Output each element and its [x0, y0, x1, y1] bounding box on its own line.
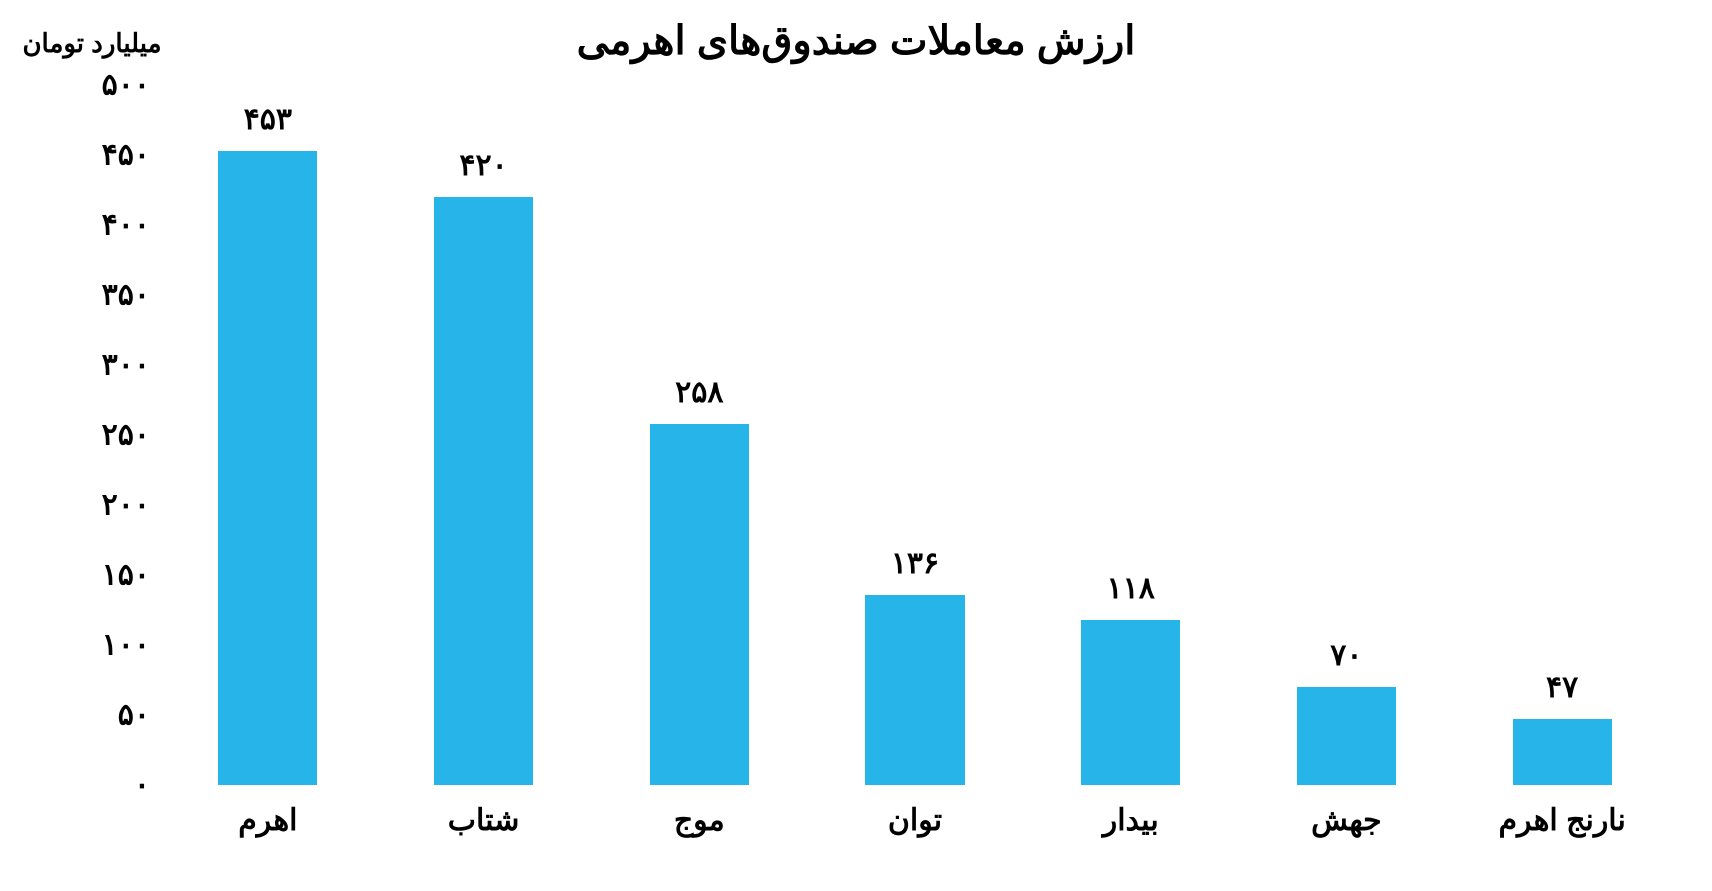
bar-value-label: ۲۵۸: [675, 375, 723, 410]
x-tick: توان: [888, 803, 942, 838]
y-tick: ۴۰۰: [102, 208, 160, 243]
bar: ۱۳۶: [865, 595, 964, 785]
x-tick: موج: [674, 803, 725, 838]
x-tick: بیدار: [1103, 803, 1159, 838]
bar-value-label: ۷۰: [1330, 638, 1362, 673]
bar-value-label: ۴۲۰: [459, 148, 507, 183]
y-tick: ۰: [134, 768, 160, 803]
y-tick: ۲۰۰: [102, 488, 160, 523]
y-tick: ۲۵۰: [102, 418, 160, 453]
bar-value-label: ۱۱۸: [1107, 571, 1155, 606]
bar-value-label: ۴۷: [1546, 670, 1578, 705]
y-tick: ۳۰۰: [102, 348, 160, 383]
bar-value-label: ۴۵۳: [244, 102, 292, 137]
bar: ۴۲۰: [434, 197, 533, 785]
y-tick: ۵۰: [118, 698, 160, 733]
x-tick: جهش: [1311, 803, 1382, 838]
y-tick: ۵۰۰: [102, 68, 160, 103]
bar: ۲۵۸: [650, 424, 749, 785]
x-tick: اهرم: [238, 803, 297, 838]
x-tick: نارنج اهرم: [1498, 803, 1625, 838]
y-tick: ۳۵۰: [102, 278, 160, 313]
bar: ۱۱۸: [1081, 620, 1180, 785]
bar: ۷۰: [1297, 687, 1396, 785]
chart-title: ارزش معاملات صندوق‌های اهرمی: [0, 18, 1712, 64]
plot-area: ۰۵۰۱۰۰۱۵۰۲۰۰۲۵۰۳۰۰۳۵۰۴۰۰۴۵۰۵۰۰۴۵۳اهرم۴۲۰…: [160, 85, 1670, 785]
bar: ۴۷: [1513, 719, 1612, 785]
bar-value-label: ۱۳۶: [891, 546, 939, 581]
x-tick: شتاب: [448, 803, 520, 838]
bar: ۴۵۳: [218, 151, 317, 785]
y-tick: ۴۵۰: [102, 138, 160, 173]
y-axis-label: میلیارد تومان: [12, 28, 172, 59]
y-tick: ۱۵۰: [102, 558, 160, 593]
y-tick: ۱۰۰: [102, 628, 160, 663]
bar-chart: ارزش معاملات صندوق‌های اهرمی میلیارد توم…: [0, 0, 1712, 891]
